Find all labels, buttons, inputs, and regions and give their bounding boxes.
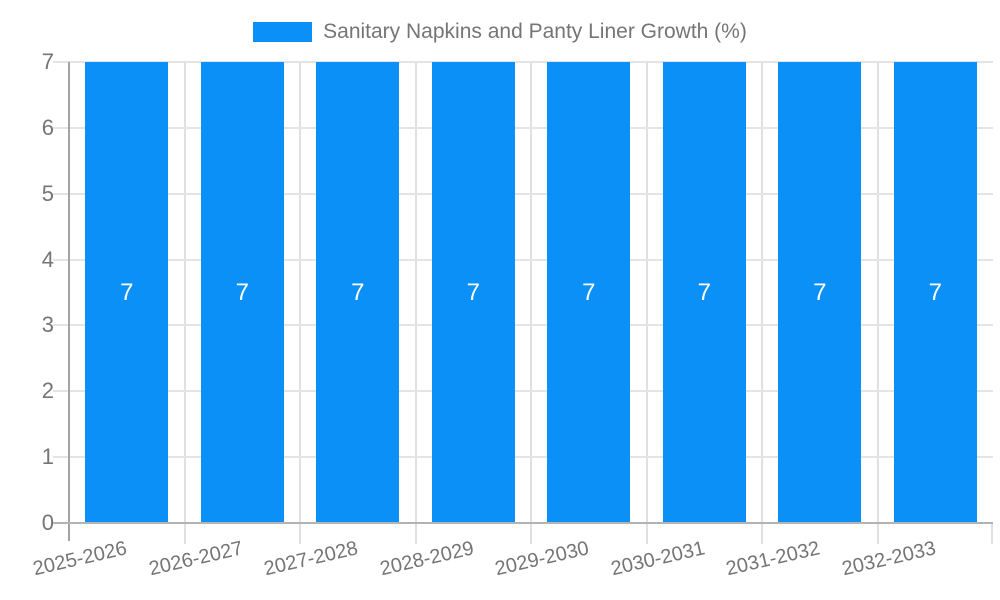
plot-area: 7 7 7 7 7 7 7 7 xyxy=(53,61,993,544)
bar[interactable]: 7 xyxy=(662,62,746,523)
vertical-gridline xyxy=(876,62,879,544)
gridline xyxy=(53,324,993,327)
legend-swatch xyxy=(253,22,313,42)
bar-value-label: 7 xyxy=(813,278,827,306)
y-axis-line xyxy=(68,62,70,541)
y-axis-label: 7 xyxy=(41,49,54,74)
x-axis-end-tick xyxy=(991,523,993,544)
y-axis-label: 1 xyxy=(41,444,54,470)
gridline xyxy=(53,126,993,129)
bar-value-label: 7 xyxy=(120,278,134,306)
gridline xyxy=(53,456,993,459)
x-axis-label: 2032-2033 xyxy=(705,537,937,580)
y-axis-label: 0 xyxy=(41,510,54,535)
vertical-gridline xyxy=(530,62,532,544)
x-axis-labels: 2025-2026 2026-2027 2027-2028 2028-2029 2029… xyxy=(31,523,993,600)
gridline xyxy=(53,390,993,393)
bar[interactable]: 7 xyxy=(547,62,631,523)
vertical-gridline xyxy=(183,62,186,544)
y-axis-labels: 0 1 2 3 4 5 6 7 xyxy=(0,50,54,542)
bar-value-label: 7 xyxy=(697,278,711,306)
x-baseline xyxy=(53,522,993,524)
bar[interactable]: 7 xyxy=(778,62,862,523)
bar[interactable]: 7 xyxy=(316,62,400,523)
bar-value-label: 7 xyxy=(582,278,596,306)
vertical-gridline xyxy=(414,62,417,544)
vertical-gridline xyxy=(645,62,648,544)
bar[interactable]: 7 xyxy=(200,62,284,523)
bar[interactable]: 7 xyxy=(431,62,515,523)
gridline xyxy=(53,258,993,261)
x-axis-label-text: 2032-2033 xyxy=(839,537,938,581)
bar-value-label: 7 xyxy=(466,278,480,306)
bar[interactable]: 7 xyxy=(85,62,169,523)
y-axis-label: 4 xyxy=(41,246,54,272)
gridline xyxy=(53,192,993,195)
legend: Sanitary Napkins and Panty Liner Growth … xyxy=(0,20,1000,44)
y-axis-label: 2 xyxy=(41,378,54,404)
bar-value-label: 7 xyxy=(928,278,942,306)
gridline xyxy=(53,61,993,63)
legend-label: Sanitary Napkins and Panty Liner Growth … xyxy=(323,20,747,43)
y-axis-label: 3 xyxy=(41,312,54,338)
legend-item[interactable]: Sanitary Napkins and Panty Liner Growth … xyxy=(253,20,747,44)
bar-value-label: 7 xyxy=(351,278,365,306)
bar[interactable]: 7 xyxy=(893,62,977,523)
bar-value-label: 7 xyxy=(235,278,249,306)
vertical-gridline xyxy=(761,62,763,544)
vertical-gridline xyxy=(299,62,301,544)
y-axis-label: 5 xyxy=(41,180,54,206)
y-axis-label: 6 xyxy=(41,114,54,140)
